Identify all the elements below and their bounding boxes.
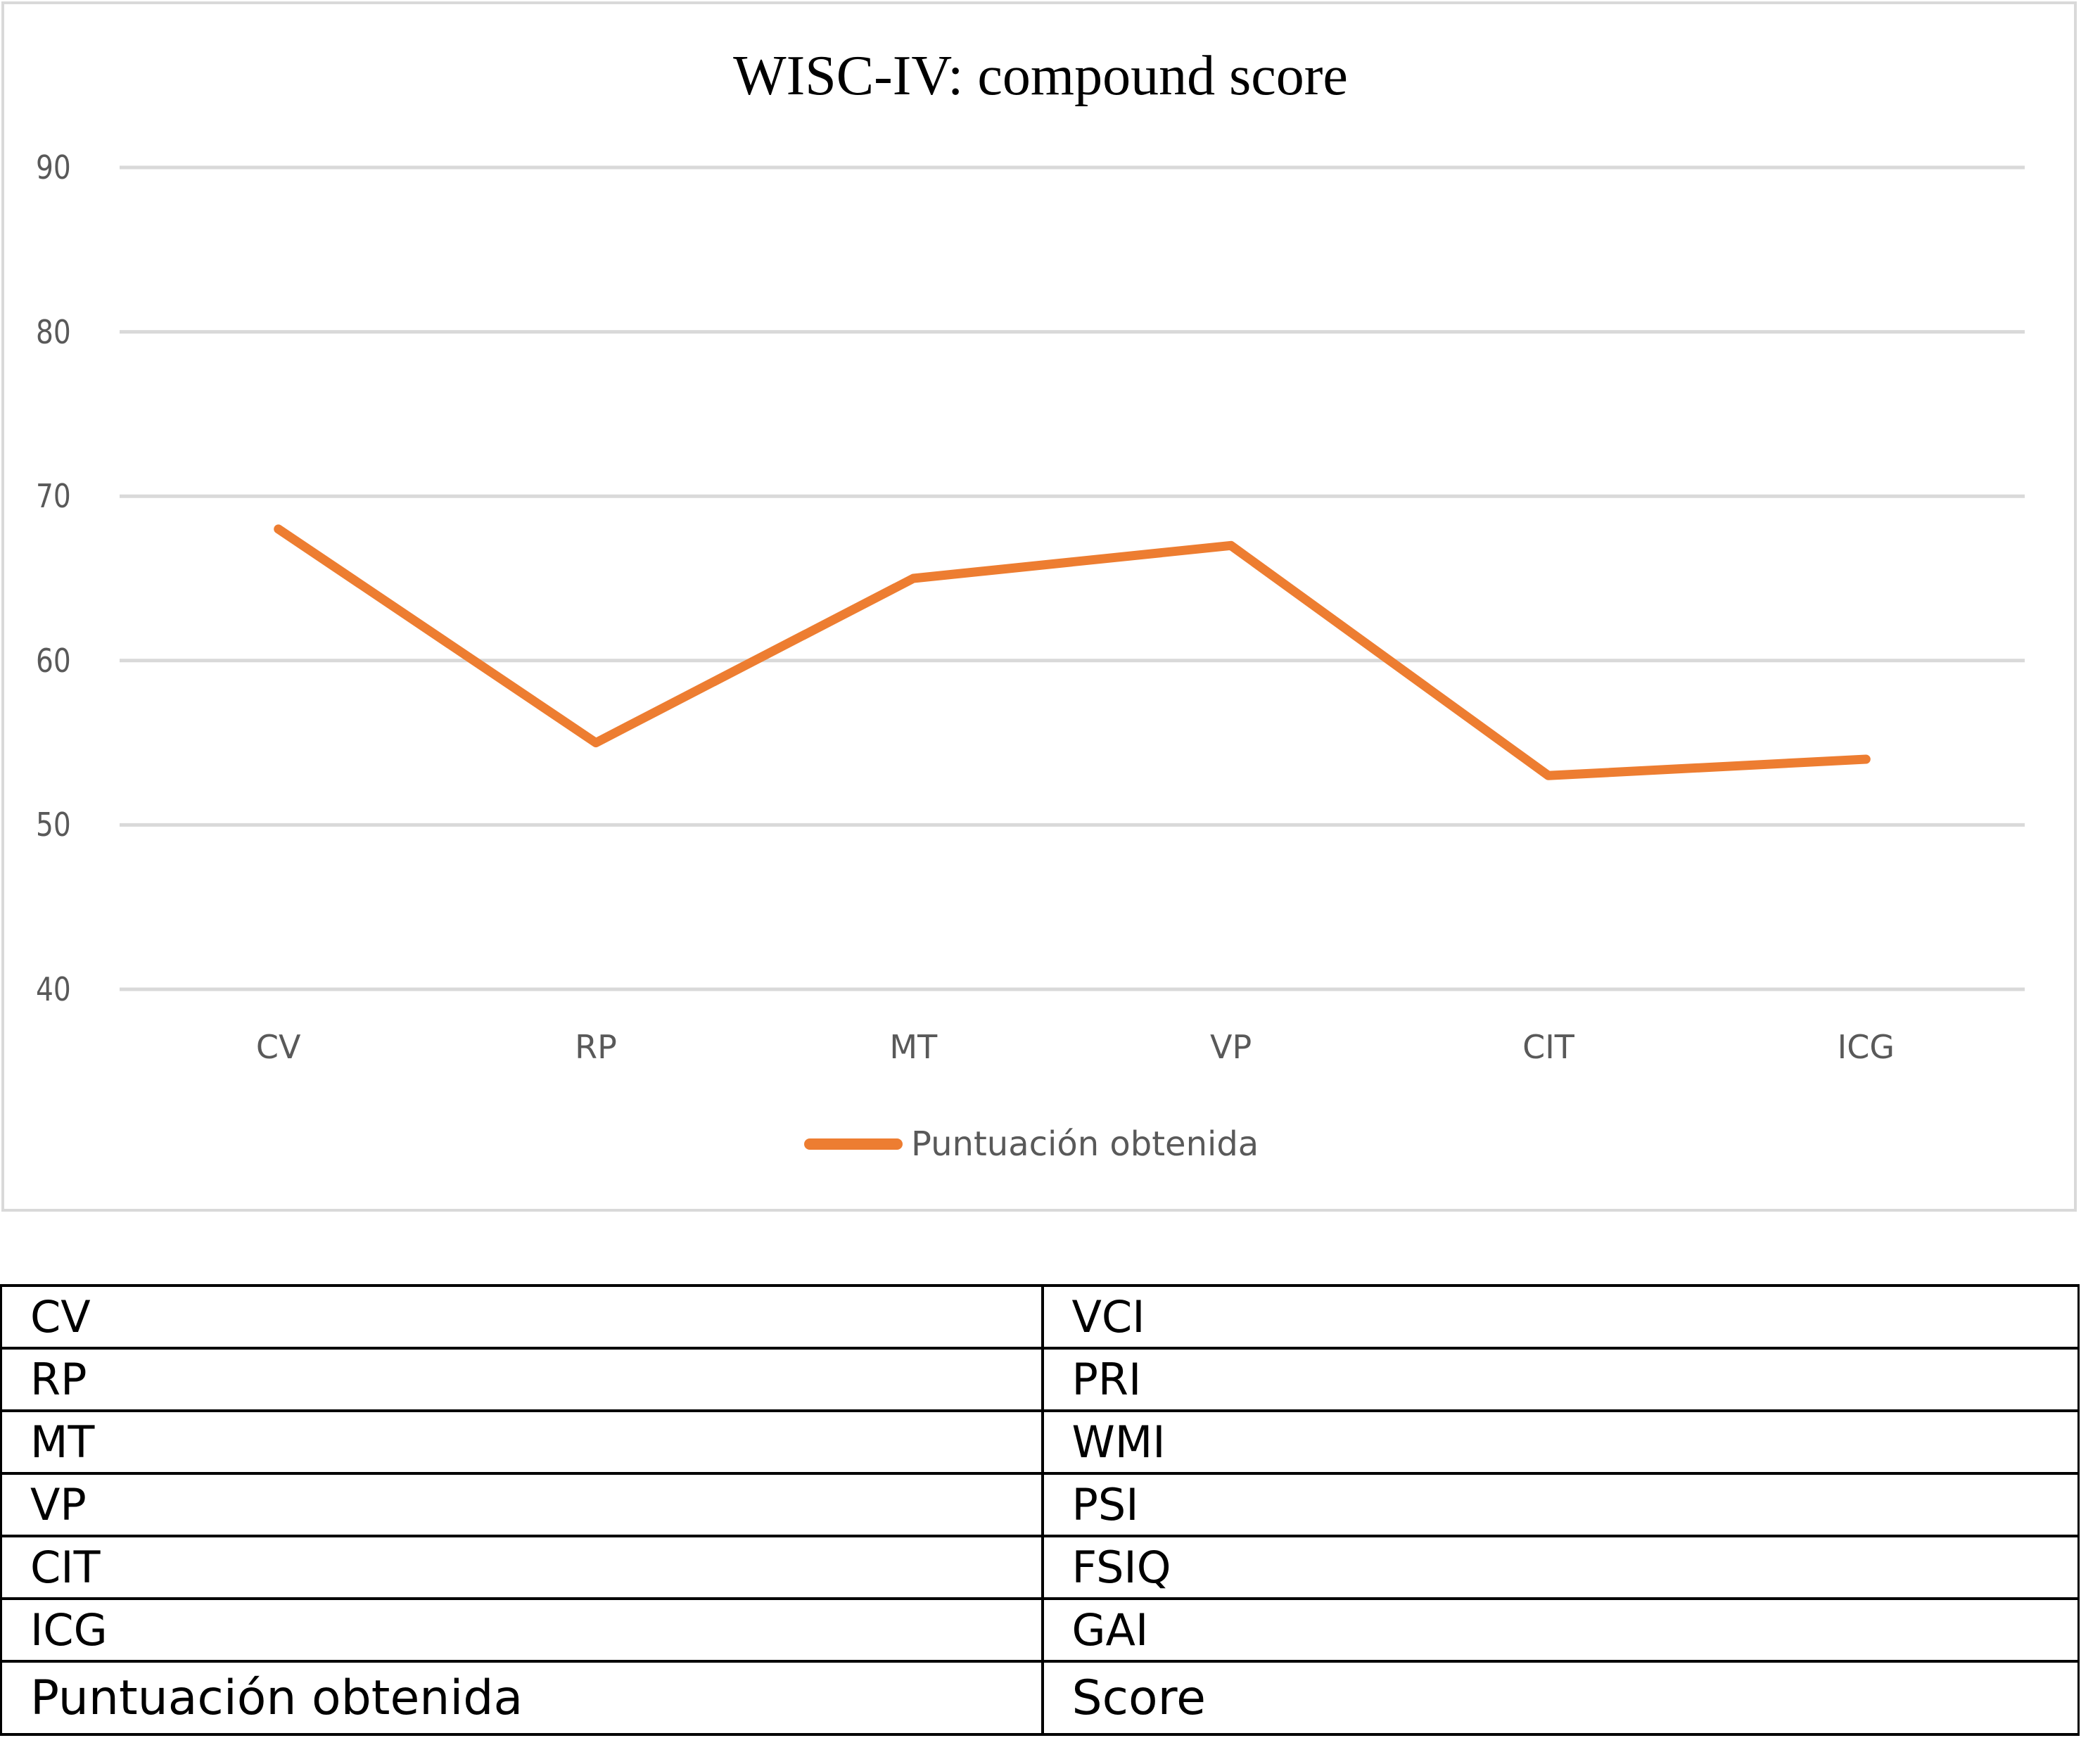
chart-title: WISC-IV: compound score: [733, 45, 1348, 107]
y-tick-label: 80: [35, 312, 71, 351]
series-line-puntuacion: [274, 524, 1871, 780]
table-row: Puntuación obtenida Score: [0, 1660, 2080, 1736]
y-tick-label: 50: [35, 806, 71, 844]
chart-area: [1, 1, 2077, 1212]
table-row: MT WMI: [0, 1409, 2080, 1475]
table-cell-english: WMI: [1041, 1409, 2080, 1475]
table-row: CV VCI: [0, 1284, 2080, 1350]
table-cell-spanish: RP: [0, 1347, 1044, 1412]
x-tick-label: CV: [255, 1028, 301, 1066]
legend-label: Puntuación obtenida: [911, 1124, 1259, 1164]
table-cell-spanish: Puntuación obtenida: [0, 1660, 1044, 1736]
y-tick-label: 60: [35, 641, 71, 680]
table-row: ICG GAI: [0, 1597, 2080, 1663]
gridlines: [120, 165, 2025, 991]
table-cell-spanish: ICG: [0, 1597, 1044, 1663]
table-cell-english: GAI: [1041, 1597, 2080, 1663]
table-cell-spanish: CIT: [0, 1535, 1044, 1600]
x-tick-label: RP: [575, 1028, 617, 1066]
y-tick-label: 40: [35, 970, 71, 1008]
table-row: VP PSI: [0, 1472, 2080, 1537]
x-tick-label: ICG: [1837, 1028, 1895, 1066]
table-cell-english: VCI: [1041, 1284, 2080, 1350]
legend: Puntuación obtenida: [804, 1123, 1259, 1165]
table-cell-spanish: MT: [0, 1409, 1044, 1475]
table-cell-english: FSIQ: [1041, 1535, 2080, 1600]
table-row: CIT FSIQ: [0, 1535, 2080, 1600]
plot-area: [120, 165, 2025, 991]
y-tick-label: 90: [35, 148, 71, 186]
table-cell-english: PRI: [1041, 1347, 2080, 1412]
table-cell-english: Score: [1041, 1660, 2080, 1736]
y-tick-label: 70: [35, 477, 71, 516]
table-row: RP PRI: [0, 1347, 2080, 1412]
x-tick-label: CIT: [1522, 1028, 1574, 1066]
abbreviation-table: CV VCI RP PRI MT WMI VP PSI CIT FSIQ ICG…: [0, 1284, 2080, 1736]
table-cell-spanish: CV: [0, 1284, 1044, 1350]
x-tick-label: MT: [889, 1028, 938, 1066]
table-cell-english: PSI: [1041, 1472, 2080, 1537]
x-tick-label: VP: [1210, 1028, 1252, 1066]
legend-line-icon: [804, 1138, 903, 1150]
table-cell-spanish: VP: [0, 1472, 1044, 1537]
